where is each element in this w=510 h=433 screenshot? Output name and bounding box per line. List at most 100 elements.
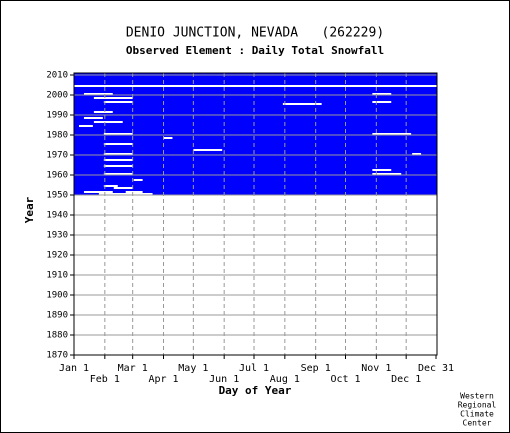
- data-segment: [132, 153, 413, 155]
- credit: Center: [463, 419, 492, 428]
- y-tick-label: 1990: [46, 111, 68, 121]
- data-segment: [132, 133, 373, 135]
- y-tick-label: 1960: [46, 171, 68, 181]
- plot-border: [73, 72, 438, 356]
- data-segment: [74, 175, 437, 177]
- x-tick-label: Aug 1: [270, 374, 300, 385]
- data-segment: [74, 169, 373, 171]
- x-tick-label: Sep 1: [301, 363, 331, 374]
- x-tick-label: Mar 1: [118, 363, 148, 374]
- data-segment: [74, 125, 79, 127]
- data-segment: [74, 137, 164, 139]
- x-tick-label: May 1: [178, 363, 208, 374]
- x-axis-label: Day of Year: [219, 384, 292, 397]
- data-segment: [74, 73, 437, 75]
- x-tick-label: Jun 1: [209, 374, 239, 385]
- y-tick-label: 1980: [46, 131, 68, 141]
- data-segment: [74, 109, 437, 111]
- data-segment: [74, 83, 437, 85]
- data-segment: [74, 183, 437, 185]
- data-segment: [321, 103, 437, 105]
- data-segment: [74, 191, 84, 193]
- y-tick-label: 1930: [46, 231, 68, 241]
- data-segment: [74, 161, 437, 163]
- data-segment: [74, 189, 437, 191]
- data-segment: [391, 169, 437, 171]
- data-segment: [74, 79, 437, 81]
- data-segment: [74, 143, 104, 145]
- data-segment: [74, 179, 134, 181]
- data-segment: [74, 115, 437, 117]
- data-segment: [74, 187, 114, 189]
- data-segment: [74, 89, 437, 91]
- y-tick-label: 1900: [46, 291, 68, 301]
- data-segment: [74, 131, 437, 133]
- data-segment: [74, 123, 437, 125]
- data-segment: [74, 147, 437, 149]
- y-tick-label: 1920: [46, 251, 68, 261]
- y-tick-label: 2000: [46, 91, 68, 101]
- data-segment: [74, 113, 437, 115]
- data-segment: [142, 179, 437, 181]
- data-segment: [142, 191, 437, 193]
- chart-subtitle: Observed Element : Daily Total Snowfall: [126, 44, 384, 57]
- data-segment: [74, 155, 437, 157]
- data-segment: [74, 91, 437, 93]
- data-segment: [222, 149, 437, 151]
- data-segment: [421, 153, 437, 155]
- data-segment: [74, 139, 437, 141]
- data-segment: [74, 107, 437, 109]
- data-segment: [74, 149, 194, 151]
- y-tick-label: 1890: [46, 311, 68, 321]
- x-tick-label: Jan 1: [59, 363, 89, 374]
- data-segment: [74, 145, 437, 147]
- data-segment: [74, 165, 104, 167]
- data-segment: [74, 105, 437, 107]
- y-tick-label: 1870: [46, 351, 68, 361]
- data-segment: [401, 173, 437, 175]
- x-tick-label: Dec 31: [418, 363, 454, 374]
- y-tick-label: 1970: [46, 151, 68, 161]
- data-segment: [74, 159, 104, 161]
- y-axis-label: Year: [23, 196, 36, 223]
- data-segment: [112, 191, 126, 193]
- y-tick-label: 1880: [46, 331, 68, 341]
- data-segment: [102, 117, 437, 119]
- data-segment: [74, 87, 437, 89]
- data-segment: [74, 153, 104, 155]
- data-segment: [74, 177, 437, 179]
- data-segment: [74, 81, 437, 83]
- data-segment: [132, 101, 373, 103]
- x-tick-label: Dec 1: [391, 374, 421, 385]
- data-segment: [74, 103, 283, 105]
- data-segment: [74, 93, 84, 95]
- credit: Climate: [460, 410, 494, 419]
- x-tick-label: Feb 1: [90, 374, 120, 385]
- data-segment: [74, 121, 94, 123]
- data-segment: [391, 93, 437, 95]
- data-segment: [74, 157, 437, 159]
- data-segment: [74, 117, 84, 119]
- data-segment: [74, 135, 437, 137]
- data-segment: [74, 75, 437, 77]
- data-segment: [74, 77, 437, 79]
- x-tick-label: Nov 1: [361, 363, 391, 374]
- data-segment: [117, 185, 437, 187]
- data-segment: [74, 133, 104, 135]
- data-segment: [172, 137, 438, 139]
- x-tick-label: Apr 1: [148, 374, 178, 385]
- x-tick-label: Jul 1: [239, 363, 269, 374]
- data-segment: [132, 173, 373, 175]
- data-segment: [74, 129, 437, 131]
- data-segment: [411, 133, 437, 135]
- y-tick-label: 2010: [46, 71, 68, 81]
- data-segment: [152, 193, 437, 195]
- data-segment: [112, 111, 437, 113]
- credit: Western: [460, 392, 494, 401]
- data-segment: [74, 167, 437, 169]
- y-tick-label: 1950: [46, 191, 68, 201]
- data-segment: [74, 193, 99, 195]
- data-segment: [74, 95, 437, 97]
- data-segment: [74, 111, 94, 113]
